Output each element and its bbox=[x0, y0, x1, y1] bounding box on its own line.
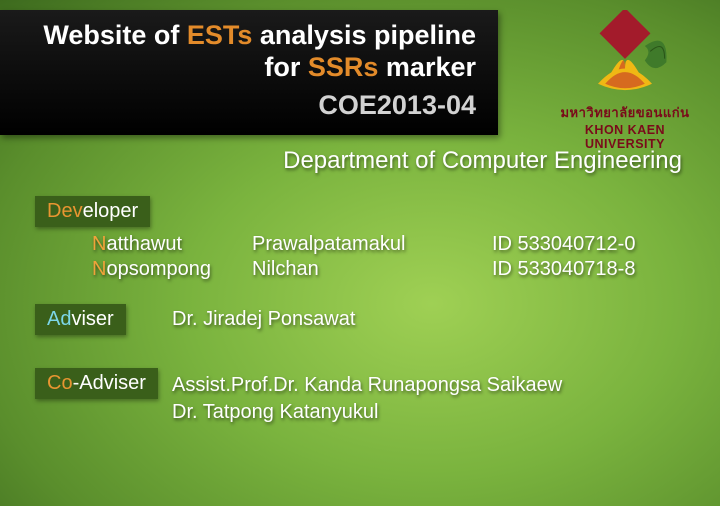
badge-adviser: Adviser bbox=[35, 304, 126, 335]
badge-adviser-accent: Ad bbox=[47, 308, 71, 330]
coadviser-name: Dr. Tatpong Katanyukul bbox=[172, 399, 562, 426]
badge-developer-accent: Dev bbox=[47, 200, 83, 222]
developer-row: Natthawut Prawalpatamakul ID 533040712-0 bbox=[92, 232, 672, 257]
title-line-1: Website of ESTs analysis pipeline for SS… bbox=[10, 20, 476, 84]
dev-firstname: Natthawut bbox=[92, 232, 252, 257]
badge-adviser-rest: viser bbox=[71, 308, 113, 330]
title-prefix-2: for bbox=[264, 52, 308, 82]
coadviser-name: Assist.Prof.Dr. Kanda Runapongsa Saikaew bbox=[172, 372, 562, 399]
developer-list: Natthawut Prawalpatamakul ID 533040712-0… bbox=[92, 232, 672, 282]
dev-lastname: Nilchan bbox=[252, 257, 492, 282]
university-logo: มหาวิทยาลัยขอนแก่น KHON KAEN UNIVERSITY bbox=[545, 10, 705, 151]
coadviser-list: Assist.Prof.Dr. Kanda Runapongsa Saikaew… bbox=[172, 372, 562, 426]
title-prefix-1: Website of bbox=[43, 20, 187, 50]
title-accent-1: ESTs bbox=[187, 20, 253, 50]
badge-coadviser-accent: Co bbox=[47, 372, 73, 394]
dev-lastname: Prawalpatamakul bbox=[252, 232, 492, 257]
badge-developer: Developer bbox=[35, 196, 150, 227]
badge-developer-rest: eloper bbox=[83, 200, 139, 222]
dev-id: ID 533040712-0 bbox=[492, 232, 672, 257]
title-accent-2: SSRs bbox=[308, 52, 379, 82]
title-mid-2: marker bbox=[378, 52, 476, 82]
badge-coadviser-rest: -Adviser bbox=[73, 372, 146, 394]
adviser-name: Dr. Jiradej Ponsawat bbox=[172, 308, 355, 331]
dev-id: ID 533040718-8 bbox=[492, 257, 672, 282]
badge-coadviser: Co-Adviser bbox=[35, 368, 158, 399]
developer-row: Nopsompong Nilchan ID 533040718-8 bbox=[92, 257, 672, 282]
dev-firstname: Nopsompong bbox=[92, 257, 252, 282]
title-mid-1: analysis pipeline bbox=[252, 20, 476, 50]
title-code: COE2013-04 bbox=[10, 90, 476, 121]
department-text: Department of Computer Engineering bbox=[283, 147, 682, 175]
kku-logo-icon bbox=[580, 10, 670, 100]
logo-text-thai: มหาวิทยาลัยขอนแก่น bbox=[545, 102, 705, 123]
title-bar: Website of ESTs analysis pipeline for SS… bbox=[0, 10, 498, 135]
